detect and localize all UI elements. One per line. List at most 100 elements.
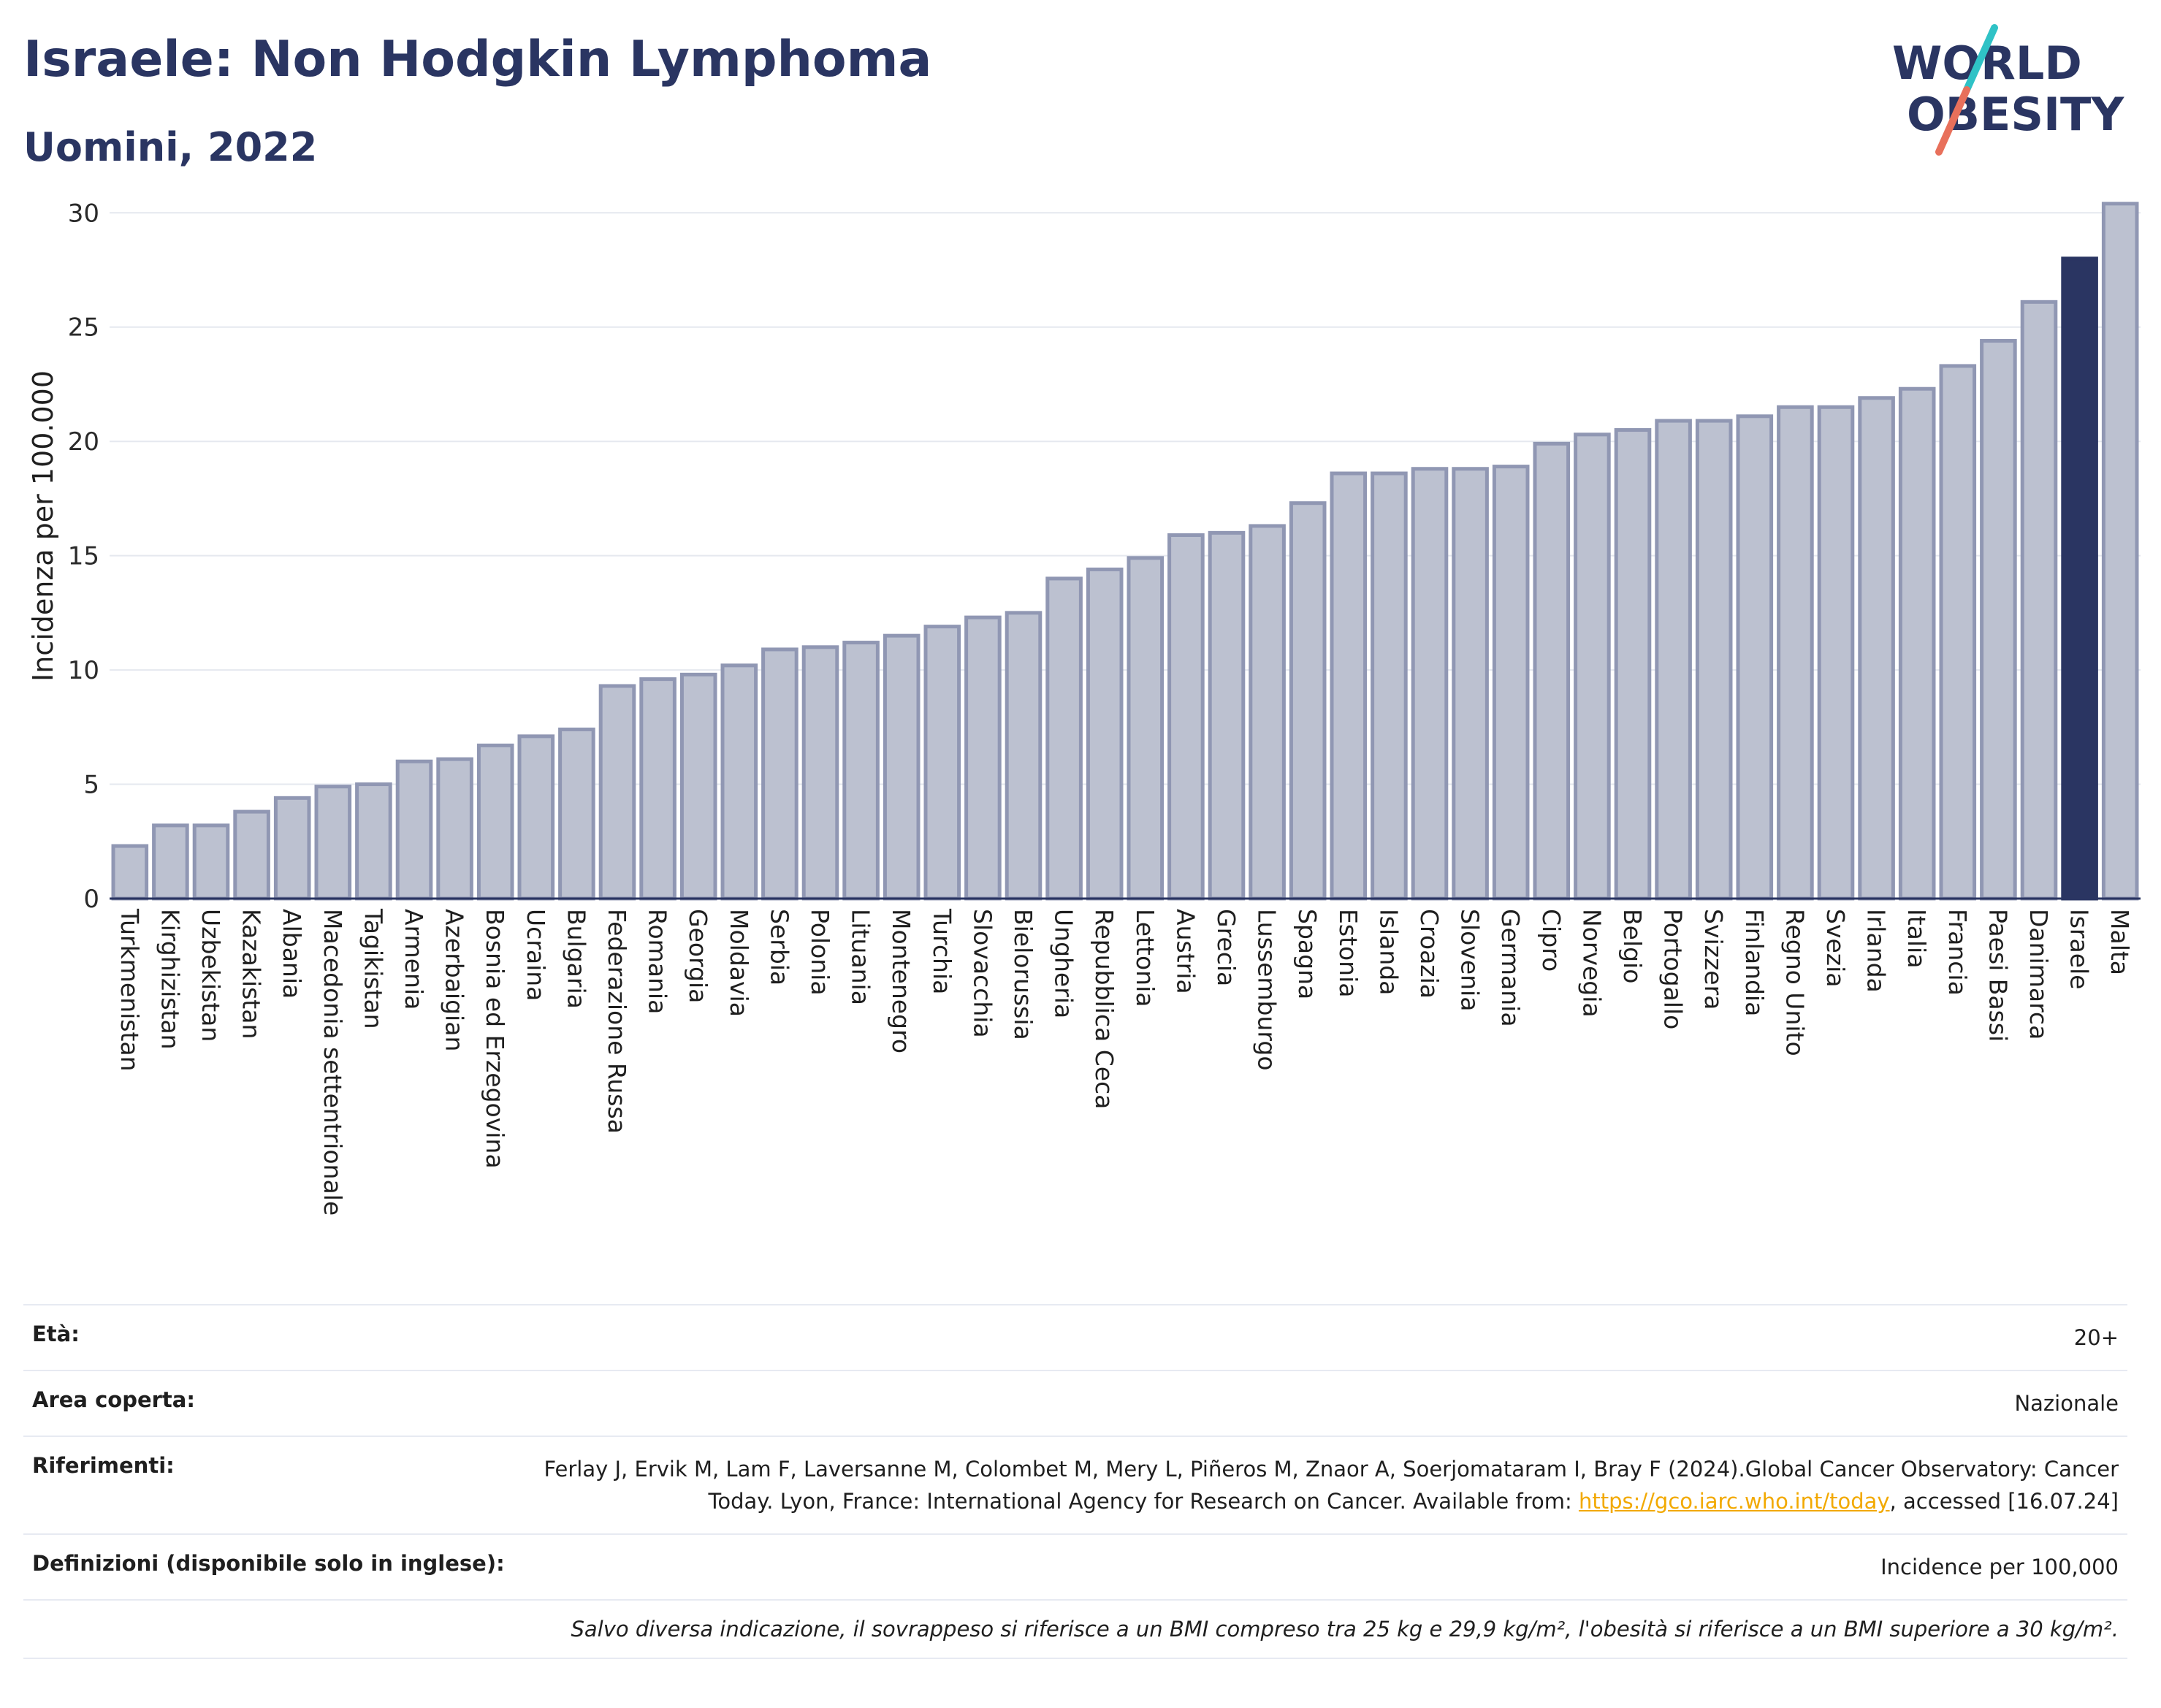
bar-bulgaria	[558, 727, 595, 901]
x-category-label: Spagna	[1293, 909, 1322, 999]
definitions-value: Incidence per 100,000	[1880, 1555, 2119, 1579]
y-axis-label: Incidenza per 100.000	[27, 370, 59, 682]
bar-finlandia	[1736, 414, 1774, 901]
x-category-label: Tagikistan	[359, 908, 387, 1029]
bar-estonia	[1330, 471, 1368, 901]
bar-norvegia	[1574, 432, 1611, 901]
area-label: Area coperta:	[32, 1387, 195, 1412]
area-value: Nazionale	[2014, 1391, 2119, 1416]
x-category-label: Italia	[1902, 909, 1931, 968]
x-category-label: Kirghizistan	[156, 909, 184, 1050]
x-category-label: Lussemburgo	[1253, 909, 1281, 1071]
bar-islanda	[1371, 471, 1408, 901]
y-tick-label: 0	[83, 885, 99, 914]
bar-georgia	[679, 672, 717, 901]
bar-paesi-bassi	[1980, 339, 2017, 901]
x-category-label: Georgia	[684, 909, 712, 1003]
x-category-label: Ungheria	[1050, 909, 1078, 1018]
bar-svezia	[1817, 405, 1855, 901]
meta-row-area: Area coperta: Nazionale	[23, 1370, 2127, 1436]
bar-kirghizistan	[152, 823, 189, 901]
x-category-label: Paesi Bassi	[1983, 909, 2012, 1042]
x-category-label: Francia	[1943, 909, 1972, 996]
bar-polonia	[801, 645, 839, 901]
x-category-label: Romania	[644, 909, 672, 1014]
meta-row-age: Età: 20+	[23, 1304, 2127, 1370]
x-category-label: Slovacchia	[968, 909, 996, 1038]
bar-germania	[1492, 465, 1530, 901]
meta-row-references: Riferimenti: Ferlay J, Ervik M, Lam F, L…	[23, 1436, 2127, 1533]
bar-svizzera	[1695, 419, 1733, 901]
references-accessed: , accessed [16.07.24]	[1889, 1489, 2119, 1514]
bar-regno-unito	[1777, 405, 1814, 901]
x-category-label: Polonia	[806, 909, 834, 996]
bar-armenia	[395, 759, 433, 901]
x-category-label: Bosnia ed Erzegovina	[481, 909, 509, 1169]
bar-turchia	[923, 625, 961, 901]
x-category-label: Danimarca	[2024, 909, 2053, 1040]
bar-belgio	[1614, 428, 1652, 901]
references-link[interactable]: https://gco.iarc.who.int/today	[1578, 1489, 1890, 1514]
y-tick-label: 5	[83, 771, 99, 800]
bar-lituania	[842, 641, 880, 901]
x-category-label: Grecia	[1212, 909, 1240, 986]
references-text: Ferlay J, Ervik M, Lam F, Laversanne M, …	[544, 1457, 2119, 1514]
logo-line2: OBESITY	[1907, 88, 2124, 141]
bar-italia	[1898, 386, 1936, 901]
bar-serbia	[761, 647, 799, 901]
bar-repubblica-ceca	[1086, 567, 1124, 901]
references-label: Riferimenti:	[32, 1453, 175, 1478]
age-value: 20+	[2073, 1325, 2119, 1350]
bars	[111, 202, 2139, 901]
x-category-label: Bielorussia	[1009, 909, 1037, 1040]
x-category-label: Malta	[2105, 909, 2134, 975]
bar-slovacchia	[964, 615, 1002, 901]
x-category-label: Turchia	[928, 908, 956, 994]
x-category-label: Cipro	[1537, 909, 1566, 972]
bar-turkmenistan	[111, 844, 149, 901]
x-category-label: Germania	[1496, 909, 1525, 1027]
bar-azerbaigian	[436, 757, 473, 901]
y-tick-label: 10	[68, 656, 99, 685]
y-tick-labels: 0 5 10 15 20 25 30	[68, 199, 99, 914]
bar-kazakistan	[233, 809, 270, 901]
bar-montenegro	[883, 633, 921, 901]
x-category-label: Moldavia	[725, 909, 753, 1017]
x-category-label: Regno Unito	[1780, 909, 1809, 1056]
x-category-label: Slovenia	[1456, 909, 1485, 1011]
logo-slash-coral	[1935, 86, 1970, 156]
metadata-table: Età: 20+ Area coperta: Nazionale Riferim…	[23, 1304, 2127, 1659]
bar-grecia	[1208, 530, 1246, 901]
x-category-label: Irlanda	[1862, 909, 1891, 993]
bar-slovenia	[1452, 467, 1489, 901]
x-category-label: Belgio	[1618, 909, 1647, 983]
bar-moldavia	[720, 663, 758, 901]
bar-albania	[273, 796, 311, 901]
bar-danimarca	[2020, 300, 2058, 901]
x-category-label: Austria	[1171, 909, 1200, 994]
bar-ucraina	[517, 734, 555, 901]
world-obesity-logo: WORLD OBESITY	[1892, 24, 2124, 156]
x-category-label: Croazia	[1415, 909, 1444, 999]
bmi-note: Salvo diversa indicazione, il sovrappeso…	[23, 1599, 2127, 1659]
bar-francia	[1939, 364, 1977, 901]
x-category-label: Lettonia	[1131, 909, 1159, 1007]
logo-slash-teal	[1963, 24, 1998, 94]
x-category-label: Macedonia settentrionale	[319, 909, 347, 1216]
x-category-label: Uzbekistan	[197, 909, 225, 1042]
x-category-label: Svezia	[1821, 909, 1850, 988]
x-category-label: Finlandia	[1740, 909, 1769, 1016]
x-category-label: Israele	[2065, 909, 2094, 990]
y-tick-label: 20	[68, 427, 99, 457]
age-label: Età:	[32, 1322, 80, 1346]
y-tick-label: 25	[68, 313, 99, 343]
x-category-label: Azerbaigian	[441, 909, 469, 1051]
x-category-label: Albania	[278, 909, 306, 999]
x-category-label: Ucraina	[522, 909, 550, 1001]
x-category-label: Serbia	[765, 909, 793, 985]
bar-malta	[2101, 202, 2139, 901]
bar-spagna	[1289, 501, 1327, 901]
x-category-label: Svizzera	[1699, 909, 1728, 1010]
x-category-label: Montenegro	[887, 909, 915, 1053]
x-category-label: Lituania	[847, 909, 875, 1005]
